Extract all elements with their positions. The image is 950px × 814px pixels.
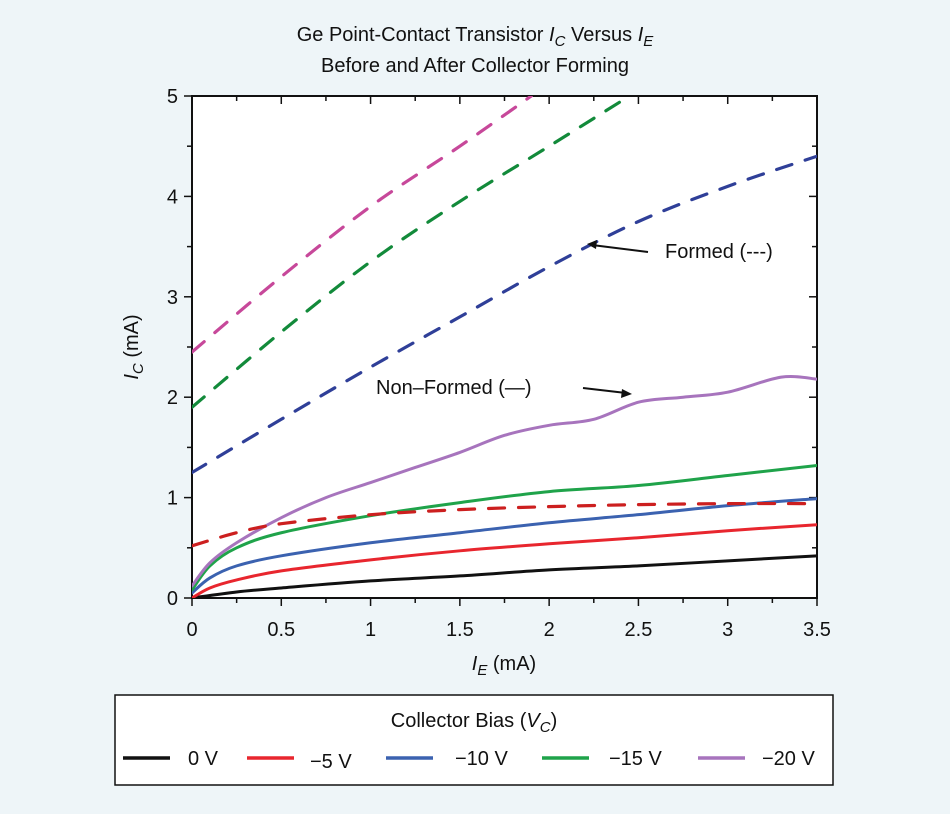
y-tick-label: 1: [167, 488, 178, 510]
non-formed-arrow: [582, 387, 627, 394]
legend-title: Collector Bias (VC): [391, 710, 557, 736]
y-tick-label: 4: [167, 186, 178, 208]
legend-entries: 0 V −5 V −10 V −15 V −20 V: [123, 748, 815, 773]
series-line-nonformed-20-v: [192, 374, 817, 588]
formed-arrow: [591, 244, 649, 253]
x-axis-label: IE (mA): [472, 653, 536, 679]
x-tick-label: 3.5: [803, 619, 831, 641]
series-line-nonformed-5-v: [192, 523, 817, 598]
series-group: [192, 96, 817, 598]
legend-label: −15 V: [609, 748, 662, 770]
series-line-nonformed-10-v: [192, 497, 817, 595]
chart-title-line-2: Before and After Collector Forming: [321, 55, 629, 77]
x-tick-label: 1: [365, 619, 376, 641]
series-line-formed-20-v-formed: [192, 96, 533, 354]
x-tick-label: 2.5: [625, 619, 653, 641]
axis-tick-labels: 0 0.5 1 1.5 2 2.5 3 3.5 0 1 2 3 4 5: [167, 86, 831, 641]
series-line-nonformed-15-v: [192, 463, 817, 592]
chart-title-line-1: Ge Point-Contact Transistor IC Versus IE: [297, 24, 655, 50]
formed-arrow-head: [587, 240, 597, 249]
x-tick-label: 1.5: [446, 619, 474, 641]
y-tick-label: 2: [167, 387, 178, 409]
legend-box: [114, 694, 834, 786]
axis-ticks: [184, 95, 818, 606]
y-tick-label: 3: [167, 287, 178, 309]
series-line-formed-5-v-formed: [192, 501, 817, 548]
legend-label: 0 V: [188, 748, 219, 770]
legend-label: −5 V: [310, 751, 352, 773]
plot-area: [191, 95, 818, 599]
x-tick-label: 3: [722, 619, 733, 641]
x-tick-label: 0: [186, 619, 197, 641]
y-tick-label: 0: [167, 588, 178, 610]
legend-label: −10 V: [455, 748, 508, 770]
x-tick-label: 2: [544, 619, 555, 641]
non-formed-arrow-head: [621, 389, 632, 398]
x-tick-label: 0.5: [267, 619, 295, 641]
legend-label: −20 V: [762, 748, 815, 770]
series-line-nonformed-0-v: [192, 554, 817, 598]
non-formed-annotation: Non–Formed (—): [376, 377, 532, 399]
series-line-formed-15-v-formed: [192, 96, 632, 409]
y-axis-label: IC (mA): [121, 314, 147, 379]
formed-annotation: Formed (---): [665, 241, 773, 263]
y-tick-label: 5: [167, 86, 178, 108]
